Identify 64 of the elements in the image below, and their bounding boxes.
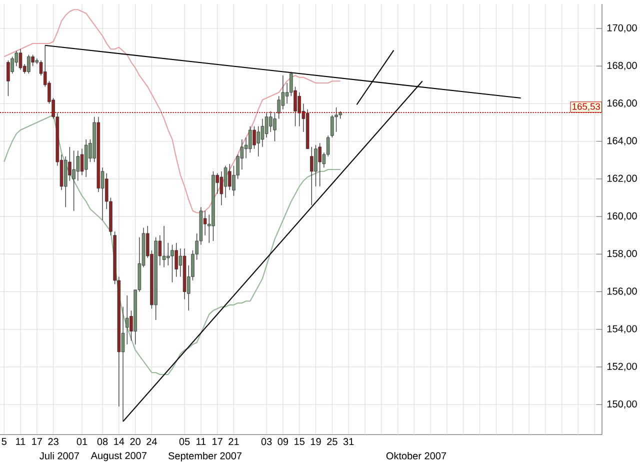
candlestick: [166, 242, 170, 266]
candlestick: [330, 114, 334, 138]
y-tick-label: 156,00: [607, 288, 637, 296]
text: August 2007: [90, 452, 146, 462]
x-tick-label: 05: [179, 438, 190, 446]
candlestick: [252, 126, 256, 150]
candlestick: [228, 164, 232, 191]
candlestick: [76, 150, 80, 182]
y-tick-label: 160,00: [607, 212, 637, 221]
x-tick-label: 08: [97, 438, 108, 446]
text: Juli 2007: [40, 452, 79, 460]
x-tick-label: 25: [327, 438, 338, 446]
x-tick-label: 03: [261, 438, 272, 446]
candlestick: [260, 118, 264, 148]
candlestick: [170, 244, 174, 283]
candlestick: [269, 110, 272, 132]
y-tick-label: 154,00: [607, 325, 637, 334]
y-tick-label: 170,00: [607, 24, 637, 33]
x-tick-label: 31: [343, 438, 354, 446]
y-tick-label: 166,00: [607, 100, 637, 108]
candlestick: [162, 226, 166, 268]
y-tick-label: 162,00: [607, 174, 637, 184]
x-tick-label: 14: [114, 438, 124, 445]
x-tick-label: 11: [16, 438, 26, 445]
candlestick: [318, 142, 322, 187]
y-tick-label: 150,00: [607, 400, 637, 409]
candlestick: [273, 112, 276, 142]
candlestick: [220, 171, 224, 206]
x-tick-label: 09: [278, 438, 288, 446]
candlestick: [298, 92, 301, 127]
x-tick-label: 11: [196, 438, 206, 445]
candlestick: [256, 126, 260, 157]
x-tick-label: 19: [310, 438, 321, 446]
candlestick: [264, 112, 268, 138]
y-tick-label: 164,00: [607, 137, 637, 146]
text: September 2007: [168, 452, 242, 462]
candlestick: [18, 48, 22, 70]
candlestick: [6, 60, 10, 96]
y-tick-label: 168,00: [607, 62, 637, 70]
candlestick: [125, 295, 129, 345]
candlestick: [27, 54, 30, 74]
candlestick: [334, 107, 338, 132]
candlestick: [277, 96, 280, 120]
x-tick-label: 01: [76, 438, 88, 446]
candlestick: [174, 242, 178, 278]
x-tick-label: 20: [130, 438, 140, 446]
candlestick: [314, 144, 318, 187]
candlestick: [310, 146, 314, 206]
ref-line-label: 165,53: [572, 103, 600, 111]
x-tick-label: 23: [48, 438, 58, 446]
x-tick-label: 17: [32, 438, 42, 445]
candlestick: [72, 150, 76, 212]
y-tick-label: 152,00: [607, 362, 637, 372]
candlestick: [80, 148, 84, 176]
y-tick-label: 158,00: [607, 250, 637, 258]
candlestick: [248, 126, 252, 153]
x-tick-label: 21: [228, 438, 239, 446]
x-tick-label: 17: [212, 438, 222, 445]
candlestick: [224, 165, 228, 198]
text: Oktober 2007: [386, 452, 446, 460]
x-tick-label: 5: [2, 438, 6, 446]
candlestick: [281, 75, 285, 110]
x-tick-label: 15: [294, 438, 305, 446]
x-tick-label: 24: [146, 438, 157, 446]
